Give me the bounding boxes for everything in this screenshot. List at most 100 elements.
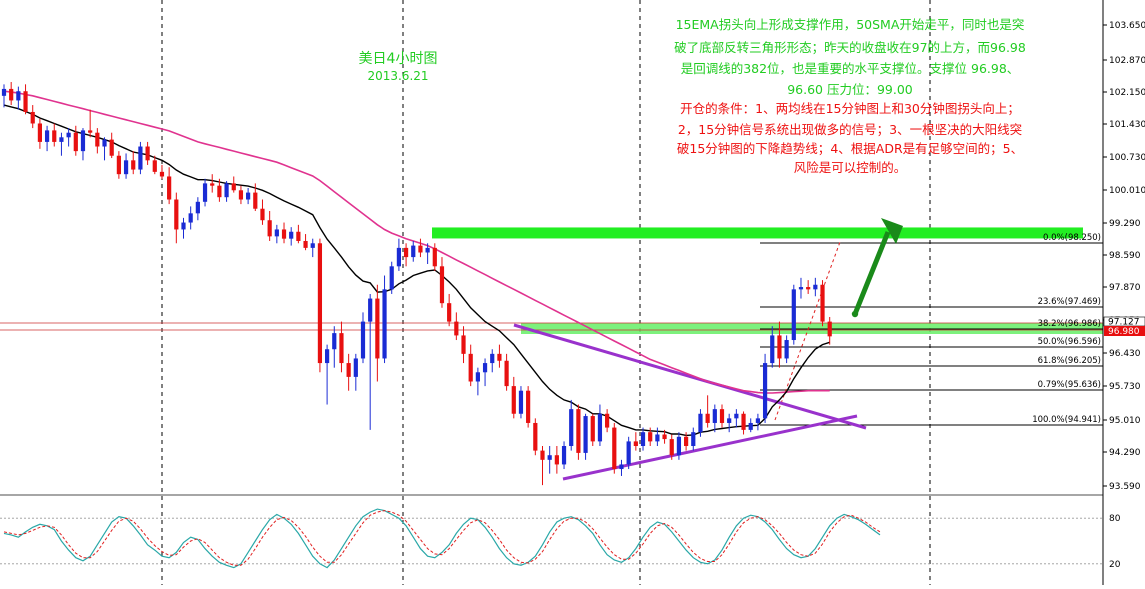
candle-body: [23, 91, 28, 112]
candle-body: [518, 390, 524, 414]
axis-tick-label: 95.730: [1109, 382, 1141, 392]
candle-body: [425, 247, 430, 253]
candle: [439, 257, 445, 308]
axis-tick-label: 97.870: [1109, 283, 1141, 293]
axis-tick-label: 101.430: [1109, 120, 1145, 130]
candle: [468, 344, 473, 387]
candle-body: [59, 137, 64, 142]
candle-body: [246, 192, 251, 200]
candle-body: [325, 349, 330, 364]
candle: [813, 277, 818, 297]
resistance-zone: [432, 227, 1083, 239]
candle: [296, 224, 301, 244]
candle-body: [260, 208, 265, 221]
candle-body: [497, 353, 502, 361]
candle: [396, 238, 401, 271]
candle-body: [554, 455, 559, 465]
candle-body: [770, 335, 775, 364]
chart-title: 美日4小时图: [359, 51, 438, 67]
candle-body: [432, 247, 437, 267]
candle: [195, 197, 200, 221]
candle: [648, 427, 653, 447]
candle: [368, 293, 373, 430]
fib-label: 61.8%(96.205): [1038, 356, 1101, 366]
candle: [116, 151, 121, 179]
candle: [755, 413, 760, 431]
price-tag-lower-label: 96.980: [1108, 327, 1140, 337]
candle: [202, 178, 208, 207]
candle: [217, 178, 222, 202]
osc-tick-label: 80: [1109, 514, 1121, 524]
candle-body: [217, 185, 222, 198]
candle: [167, 167, 172, 205]
oscillator-panel: 80 20: [0, 508, 1121, 570]
candle: [461, 326, 466, 364]
candle-body: [131, 160, 136, 170]
candle-body: [382, 289, 387, 359]
candle: [95, 128, 100, 154]
candle: [475, 367, 480, 396]
candle: [44, 125, 50, 152]
candle-body: [439, 266, 445, 304]
trend-lines: [513, 323, 867, 481]
candle: [389, 261, 394, 294]
candle-body: [52, 130, 57, 142]
candle: [691, 427, 696, 451]
candle-body: [533, 422, 538, 451]
candle: [640, 427, 646, 451]
candle: [238, 185, 244, 205]
candle-body: [691, 432, 696, 447]
candle: [231, 176, 236, 193]
fib-label: 23.6%(97.469): [1038, 297, 1101, 307]
candle-body: [755, 418, 760, 423]
trendline-upper: [513, 323, 867, 430]
candle-body: [727, 418, 732, 423]
candle: [267, 211, 272, 241]
candle-body: [73, 132, 78, 152]
candle-body: [66, 132, 71, 138]
candle: [181, 217, 186, 239]
candle-body: [159, 171, 165, 177]
candle-body: [210, 183, 215, 186]
candle: [526, 386, 531, 428]
candle: [274, 224, 279, 244]
note-red-line-4: 风险是可以控制的。: [794, 160, 907, 175]
candle-body: [37, 123, 42, 142]
candle-body: [762, 363, 768, 419]
fibonacci-levels: 0.0%(98.250) 23.6%(97.469) 38.2%(96.986) 50…: [760, 233, 1103, 426]
fib-label: 38.2%(96.986): [1038, 319, 1101, 329]
candle-body: [231, 183, 236, 191]
axis-tick-label: 99.290: [1109, 219, 1141, 229]
candle: [626, 436, 631, 470]
candle-body: [827, 321, 832, 337]
arrow-head-icon: [881, 218, 903, 244]
candle: [224, 181, 229, 202]
candle: [325, 344, 330, 405]
fib-label: 0.0%(98.250): [1043, 233, 1101, 243]
candle-body: [806, 287, 811, 290]
candle-body: [289, 231, 294, 239]
candle: [605, 409, 610, 433]
candle: [52, 123, 57, 147]
candle-body: [202, 183, 208, 202]
candle: [339, 321, 344, 373]
stoch-signal-line: [3, 510, 881, 566]
arrow-shaft: [852, 231, 891, 315]
candle: [403, 243, 409, 267]
candle-body: [741, 413, 746, 430]
candle: [762, 353, 768, 423]
candle: [806, 280, 811, 294]
candle: [159, 164, 165, 179]
axis-tick-label: 94.290: [1109, 448, 1141, 458]
candle: [633, 432, 638, 451]
axis-tick-label: 102.150: [1109, 88, 1145, 98]
candle: [332, 326, 337, 368]
grid-lines: [0, 0, 1103, 585]
candle-body: [152, 160, 157, 172]
candle: [712, 404, 717, 433]
candle-body: [281, 229, 287, 239]
candle: [447, 293, 452, 327]
candle-body: [540, 450, 545, 460]
